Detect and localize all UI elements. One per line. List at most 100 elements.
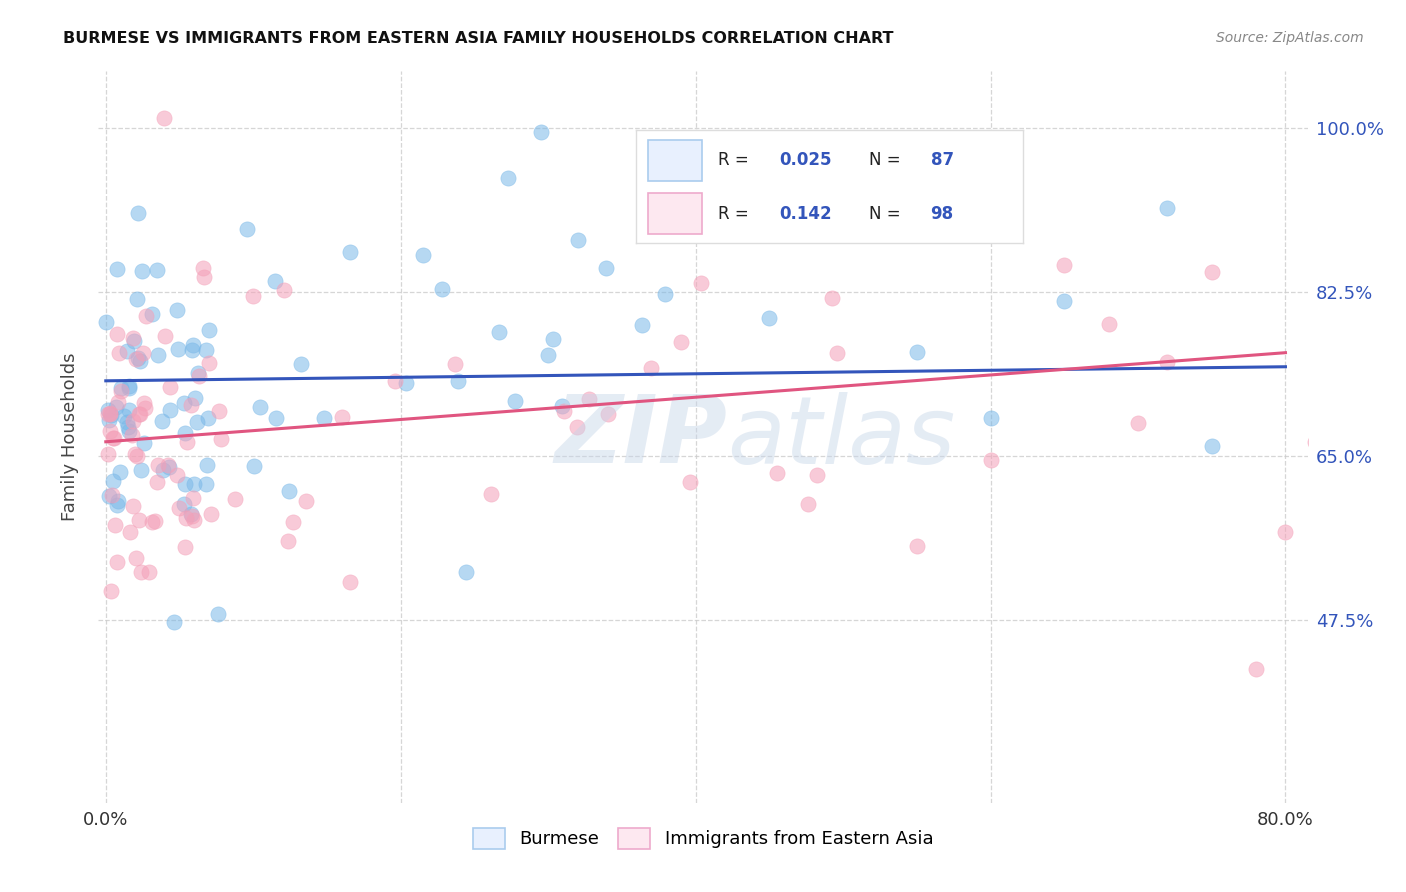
Point	[122, 414, 145, 428]
Point	[290, 357, 312, 371]
Point	[105, 262, 128, 277]
Point	[980, 453, 1002, 467]
Point	[127, 205, 149, 219]
Point	[138, 565, 160, 579]
Point	[395, 376, 418, 391]
Point	[181, 491, 204, 506]
Point	[180, 398, 202, 412]
Point	[758, 311, 780, 326]
Point	[173, 477, 195, 491]
Point	[224, 492, 246, 507]
Point	[108, 346, 131, 360]
Point	[444, 358, 467, 372]
Point	[141, 515, 163, 529]
Point	[107, 395, 129, 409]
Point	[209, 433, 232, 447]
Point	[195, 343, 218, 357]
Point	[118, 524, 141, 539]
Point	[141, 307, 163, 321]
Point	[264, 274, 287, 288]
Point	[155, 329, 177, 343]
Point	[183, 338, 205, 352]
Point	[191, 261, 214, 276]
Point	[118, 425, 141, 439]
Point	[101, 474, 124, 488]
Text: BURMESE VS IMMIGRANTS FROM EASTERN ASIA FAMILY HOUSEHOLDS CORRELATION CHART: BURMESE VS IMMIGRANTS FROM EASTERN ASIA …	[63, 31, 894, 46]
Point	[176, 435, 198, 450]
Point	[905, 345, 928, 359]
Point	[121, 500, 143, 514]
Point	[496, 170, 519, 185]
Point	[980, 411, 1002, 425]
Point	[167, 342, 190, 356]
Point	[578, 392, 600, 406]
Point	[242, 458, 264, 473]
Text: atlas: atlas	[727, 392, 956, 483]
Text: Source: ZipAtlas.com: Source: ZipAtlas.com	[1216, 31, 1364, 45]
Point	[159, 402, 181, 417]
Point	[596, 407, 619, 421]
Point	[294, 493, 316, 508]
Point	[118, 381, 141, 395]
Point	[595, 260, 617, 275]
Point	[129, 407, 152, 421]
Point	[1156, 201, 1178, 215]
Point	[174, 510, 197, 524]
Point	[105, 327, 128, 342]
Point	[825, 346, 848, 360]
Point	[187, 368, 209, 383]
Point	[669, 334, 692, 349]
Point	[157, 460, 180, 475]
Point	[1053, 258, 1076, 272]
Point	[825, 217, 848, 231]
Point	[135, 310, 157, 324]
Point	[198, 355, 221, 369]
Point	[339, 574, 361, 589]
Point	[1201, 439, 1223, 453]
Point	[134, 401, 156, 416]
Point	[1244, 662, 1267, 676]
Point	[183, 513, 205, 527]
Point	[131, 463, 153, 477]
Point	[187, 367, 209, 381]
Point	[108, 465, 131, 479]
Point	[454, 565, 477, 579]
Point	[278, 484, 301, 499]
Point	[121, 427, 143, 442]
Point	[186, 415, 208, 429]
Point	[132, 346, 155, 360]
Point	[679, 475, 702, 489]
Point	[97, 447, 120, 461]
Point	[156, 458, 179, 472]
Point	[132, 436, 155, 450]
Point	[249, 401, 271, 415]
Point	[115, 344, 138, 359]
Point	[488, 325, 510, 339]
Point	[150, 414, 173, 428]
Point	[283, 516, 305, 530]
Point	[143, 514, 166, 528]
Point	[131, 264, 153, 278]
Point	[117, 402, 139, 417]
Point	[103, 431, 125, 445]
Point	[117, 420, 139, 434]
Point	[103, 518, 125, 533]
Point	[537, 348, 560, 362]
Point	[97, 413, 120, 427]
Point	[479, 487, 502, 501]
Point	[118, 378, 141, 392]
Point	[103, 432, 125, 446]
Point	[128, 353, 150, 368]
Point	[129, 566, 152, 580]
Point	[797, 497, 820, 511]
Point	[146, 475, 169, 489]
Point	[98, 407, 121, 421]
Point	[181, 508, 204, 523]
Point	[174, 541, 197, 555]
Point	[173, 425, 195, 440]
Point	[200, 508, 222, 522]
Point	[1274, 525, 1296, 540]
Point	[128, 407, 150, 421]
Point	[312, 411, 335, 425]
Point	[125, 351, 148, 366]
